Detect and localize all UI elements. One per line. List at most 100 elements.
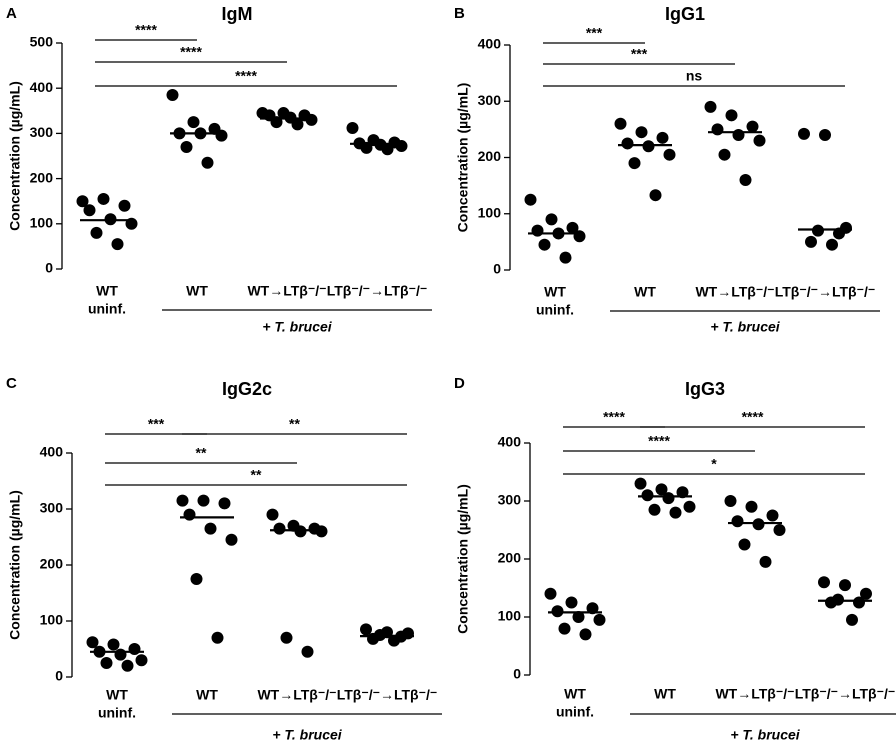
data-point <box>211 631 224 644</box>
significance-label: *** <box>631 46 648 62</box>
significance-label: **** <box>742 409 764 425</box>
significance-label: *** <box>586 25 603 41</box>
x-tick-label: WT <box>544 284 566 300</box>
y-tick-label: 300 <box>40 500 64 516</box>
y-tick-label: 400 <box>30 79 54 95</box>
x-tick-label: WT→LTβ⁻/⁻ <box>247 283 326 299</box>
y-tick-label: 300 <box>478 92 502 108</box>
data-point <box>766 509 779 522</box>
y-tick-label: 500 <box>30 34 54 50</box>
data-point <box>559 251 572 264</box>
y-tick-label: 100 <box>30 215 54 231</box>
group-label: + T. brucei <box>272 727 342 741</box>
data-point <box>579 628 592 641</box>
data-point <box>544 587 557 600</box>
x-tick-label: LTβ⁻/⁻→LTβ⁻/⁻ <box>337 687 438 703</box>
data-point <box>190 573 203 585</box>
data-point <box>805 235 817 248</box>
data-point <box>166 88 179 101</box>
data-point <box>683 500 696 513</box>
significance-label: **** <box>180 44 202 60</box>
data-point <box>798 127 810 140</box>
data-point <box>825 596 837 609</box>
y-tick-label: 400 <box>478 36 502 52</box>
data-point <box>381 143 394 156</box>
data-point <box>558 622 571 635</box>
data-point <box>346 121 359 134</box>
data-point <box>215 129 228 142</box>
data-point <box>853 596 865 609</box>
data-point <box>83 204 96 217</box>
significance-label: **** <box>648 433 670 449</box>
panel: D IgG3 Concentration (µg/mL) 0 100 200 300 400 W… <box>454 375 896 741</box>
data-point <box>739 174 752 186</box>
data-point <box>86 636 99 649</box>
x-tick-label: WT <box>106 687 128 703</box>
group-label: + T. brucei <box>730 727 800 741</box>
y-tick-label: 100 <box>478 204 502 220</box>
data-point <box>704 100 717 113</box>
data-point <box>114 648 127 661</box>
data-point <box>551 605 564 618</box>
panel-letter: D <box>454 375 465 392</box>
x-tick-label: LTβ⁻/⁻→LTβ⁻/⁻ <box>775 284 876 300</box>
data-point <box>635 126 648 139</box>
group-label: + T. brucei <box>262 319 332 335</box>
y-tick-label: 200 <box>30 169 54 185</box>
data-point <box>572 611 585 623</box>
y-axis-label: Concentration (µg/mL) <box>455 484 471 634</box>
data-point <box>388 634 400 647</box>
data-point <box>524 193 537 206</box>
y-tick-label: 200 <box>40 556 64 572</box>
x-tick-label: WT <box>186 283 208 299</box>
x-tick-label: WT <box>564 686 586 702</box>
data-point <box>176 494 189 507</box>
data-point <box>360 623 372 636</box>
data-point <box>280 631 293 644</box>
data-point <box>201 156 214 169</box>
significance-label: ** <box>251 467 262 483</box>
data-point <box>731 515 744 528</box>
x-tick-label: WT→LTβ⁻/⁻ <box>715 686 794 702</box>
data-point <box>531 224 544 237</box>
data-point <box>100 657 113 669</box>
data-point <box>753 134 766 147</box>
data-point <box>818 576 830 589</box>
data-point <box>648 503 661 516</box>
significance-label: ** <box>196 445 207 461</box>
data-point <box>121 659 134 672</box>
y-tick-label: 300 <box>30 124 54 140</box>
data-point <box>180 140 193 153</box>
data-point <box>752 518 765 531</box>
data-point <box>197 494 210 507</box>
data-point <box>655 483 668 496</box>
y-axis-label: Concentration (µg/mL) <box>7 81 23 231</box>
data-point <box>634 477 647 490</box>
panel: C IgG2c Concentration (µg/mL) 0 100 200 300 400… <box>6 375 442 741</box>
data-point <box>301 645 314 658</box>
data-point <box>663 148 676 161</box>
data-point <box>649 189 662 202</box>
data-point <box>641 489 654 502</box>
significance-label: ns <box>686 68 703 84</box>
data-point <box>187 116 200 129</box>
data-point <box>183 508 196 521</box>
chart-title: IgG2c <box>222 379 272 399</box>
panel-letter: A <box>6 5 17 22</box>
y-axis-label: Concentration (µg/mL) <box>455 83 471 233</box>
data-point <box>565 596 578 609</box>
significance-label: ** <box>289 416 300 432</box>
y-tick-label: 200 <box>498 550 522 566</box>
x-tick-label: uninf. <box>536 302 574 318</box>
data-point <box>107 638 120 651</box>
data-point <box>662 492 675 505</box>
y-axis-label: Concentration (µg/mL) <box>7 490 23 640</box>
data-point <box>225 533 238 546</box>
data-point <box>118 199 131 212</box>
data-point <box>746 120 759 133</box>
y-tick-label: 0 <box>513 666 521 682</box>
data-point <box>642 140 655 153</box>
y-tick-label: 300 <box>498 492 522 508</box>
panel-letter: C <box>6 375 17 392</box>
